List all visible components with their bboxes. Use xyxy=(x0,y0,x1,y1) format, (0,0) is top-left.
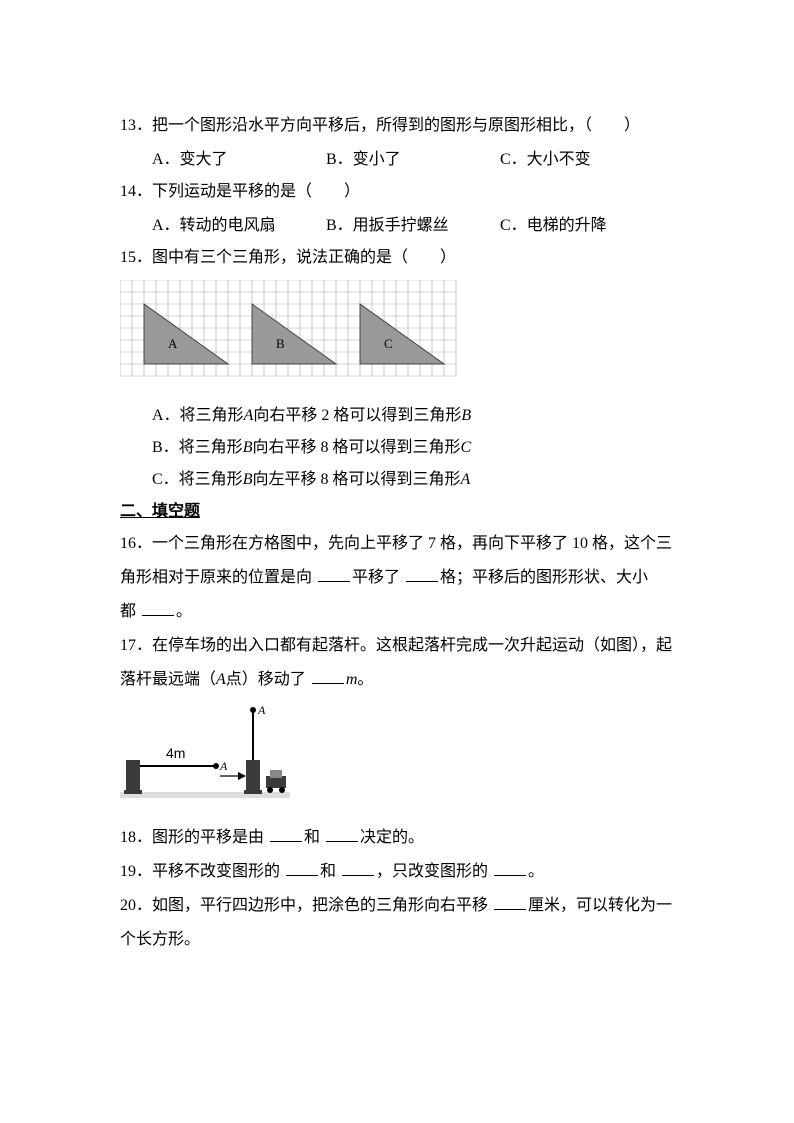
q13-options: A．变大了 B．变小了 C．大小不变 xyxy=(120,144,674,176)
q15-figure: A B C xyxy=(120,280,674,392)
q14-text: 14．下列运动是平移的是（ ） xyxy=(120,176,674,208)
q20-line1: 20．如图，平行四边形中，把涂色的三角形向右平移 厘米，可以转化为一 xyxy=(120,890,674,922)
q16-line1: 16．一个三角形在方格图中，先向上平移了 7 格，再向下平移了 10 格，这个三 xyxy=(120,528,674,560)
blank xyxy=(286,858,318,876)
q17-line1: 17．在停车场的出入口都有起落杆。这根起落杆完成一次升起运动（如图），起 xyxy=(120,630,674,662)
q15-text: 15．图中有三个三角形，说法正确的是（ ） xyxy=(120,242,674,274)
blank xyxy=(312,666,344,684)
q15-opt-a: A．将三角形A向右平移 2 格可以得到三角形B xyxy=(120,400,674,432)
blank xyxy=(142,598,174,616)
q13-opt-c: C．大小不变 xyxy=(500,144,674,176)
blank xyxy=(406,564,438,582)
blank xyxy=(342,858,374,876)
q17-figure: A 4m A xyxy=(120,702,674,814)
triangles-grid-icon: A B C xyxy=(120,280,460,380)
q19-text: 19．平移不改变图形的 和 ，只改变图形的 。 xyxy=(120,856,674,888)
blank xyxy=(494,858,526,876)
q13-text: 13．把一个图形沿水平方向平移后，所得到的图形与原图形相比，（ ） xyxy=(120,110,674,142)
q16-line3: 都 。 xyxy=(120,596,674,628)
q14-opt-a: A．转动的电风扇 xyxy=(152,210,326,242)
svg-text:A: A xyxy=(219,759,228,773)
section-2-title: 二、填空题 xyxy=(120,496,674,528)
svg-text:4m: 4m xyxy=(166,745,185,761)
svg-text:A: A xyxy=(257,703,266,717)
q14-opt-c: C．电梯的升降 xyxy=(500,210,674,242)
svg-text:A: A xyxy=(168,336,178,351)
q20-line2: 个长方形。 xyxy=(120,924,674,956)
q15-opt-c: C．将三角形B向左平移 8 格可以得到三角形A xyxy=(120,464,674,496)
barrier-gate-icon: A 4m A xyxy=(120,702,290,802)
q16-line2: 角形相对于原来的位置是向 平移了 格；平移后的图形形状、大小 xyxy=(120,562,674,594)
blank xyxy=(326,824,358,842)
blank xyxy=(494,892,526,910)
q14-options: A．转动的电风扇 B．用扳手拧螺丝 C．电梯的升降 xyxy=(120,210,674,242)
svg-text:B: B xyxy=(276,336,285,351)
q18-text: 18．图形的平移是由 和 决定的。 xyxy=(120,822,674,854)
svg-text:C: C xyxy=(384,336,393,351)
q13-opt-a: A．变大了 xyxy=(152,144,326,176)
q14-opt-b: B．用扳手拧螺丝 xyxy=(326,210,500,242)
blank xyxy=(318,564,350,582)
q13-opt-b: B．变小了 xyxy=(326,144,500,176)
blank xyxy=(270,824,302,842)
q15-opt-b: B．将三角形B向右平移 8 格可以得到三角形C xyxy=(120,432,674,464)
q17-line2: 落杆最远端（A点）移动了 m。 xyxy=(120,664,674,696)
